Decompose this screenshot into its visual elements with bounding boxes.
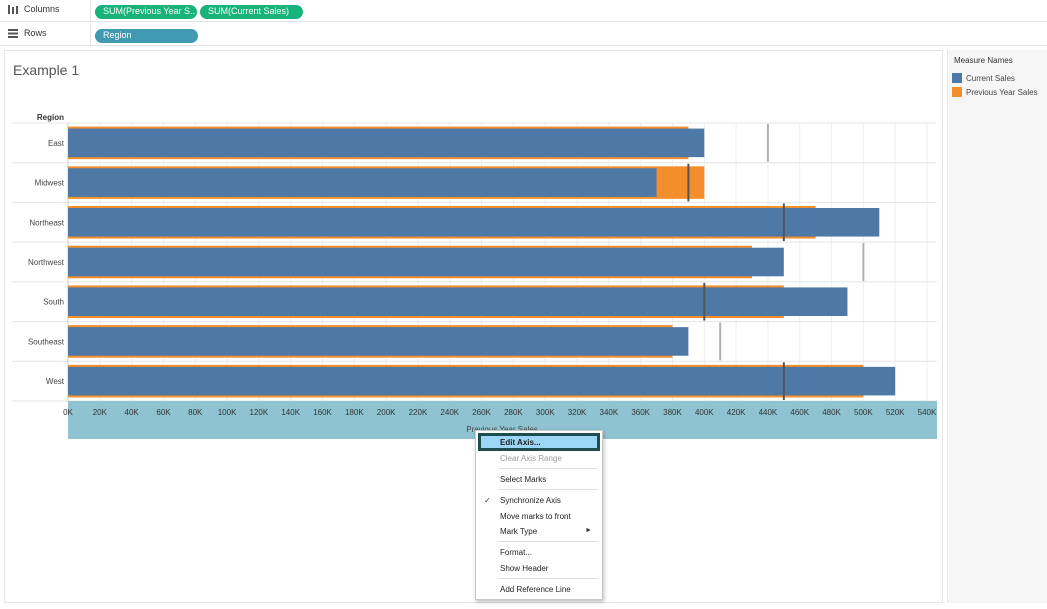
category-label: Midwest [35, 179, 65, 188]
category-label: South [43, 298, 64, 307]
menu-item-synchronize-axis[interactable]: Synchronize Axis [500, 496, 561, 505]
rows-label: Rows [24, 28, 47, 38]
menu-item-format[interactable]: Format... [500, 548, 533, 557]
columns-pill-current-sales[interactable]: SUM(Current Sales) [200, 5, 303, 19]
x-tick-label: 220K [409, 408, 428, 417]
columns-pill-previous-year-sales[interactable]: SUM(Previous Year S.. [95, 5, 197, 19]
menu-item-move-marks-to-front[interactable]: Move marks to front [500, 512, 571, 521]
x-tick-label: 460K [790, 408, 809, 417]
check-icon: ✓ [484, 496, 491, 505]
x-tick-label: 380K [663, 408, 682, 417]
category-label: West [46, 377, 65, 386]
menu-item-mark-type[interactable]: Mark Type [500, 527, 538, 536]
legend-item-current-sales[interactable]: Current Sales [952, 73, 1015, 83]
bar-current-sales[interactable] [68, 207, 880, 237]
columns-label: Columns [24, 4, 60, 14]
x-tick-label: 340K [600, 408, 619, 417]
x-tick-label: 260K [472, 408, 491, 417]
bar-current-sales[interactable] [68, 247, 784, 277]
menu-separator [498, 578, 598, 579]
legend-swatch [952, 87, 962, 97]
category-label: Southeast [28, 337, 65, 346]
menu-separator [498, 468, 598, 469]
columns-icon [8, 4, 18, 14]
shelf-divider [90, 24, 91, 46]
menu-separator [498, 541, 598, 542]
sheet-title: Example 1 [13, 62, 80, 78]
menu-item-add-reference-line[interactable]: Add Reference Line [500, 585, 571, 594]
rows-shelf-label: Rows [8, 28, 47, 38]
legend-label: Previous Year Sales [966, 87, 1038, 97]
x-tick-label: 180K [345, 408, 364, 417]
legend-title: Measure Names [954, 56, 1013, 65]
menu-item-select-marks[interactable]: Select Marks [500, 475, 547, 484]
x-tick-label: 0K [63, 408, 73, 417]
rows-pill-region[interactable]: Region [95, 29, 198, 43]
x-tick-label: 420K [727, 408, 746, 417]
x-tick-label: 20K [93, 408, 108, 417]
chart-bars [68, 124, 896, 400]
columns-shelf: Columns SUM(Previous Year S.. SUM(Curren… [0, 0, 1047, 22]
x-tick-label: 280K [504, 408, 523, 417]
columns-shelf-label: Columns [8, 4, 60, 14]
menu-item-clear-axis-range: Clear Axis Range [500, 454, 562, 463]
category-label: Northwest [28, 258, 65, 267]
submenu-arrow-icon: ► [585, 527, 592, 534]
axis-context-menu: Edit Axis... Clear Axis Range Select Mar… [475, 430, 603, 600]
x-tick-label: 300K [536, 408, 555, 417]
legend-label: Current Sales [966, 73, 1015, 83]
x-tick-label: 200K [377, 408, 396, 417]
x-axis[interactable]: 0K 20K 40K 60K 80K 100K 120K 140K 160K 180K 200K 22… [63, 401, 937, 439]
x-tick-label: 140K [281, 408, 300, 417]
legend: Measure Names Current Sales Previous Yea… [947, 50, 1047, 603]
bar-current-sales[interactable] [68, 327, 689, 356]
region-header: Region [37, 113, 64, 122]
x-tick-label: 440K [759, 408, 778, 417]
x-tick-label: 360K [631, 408, 650, 417]
x-tick-label: 480K [822, 408, 841, 417]
x-tick-label: 240K [440, 408, 459, 417]
y-axis-labels: East Midwest Northeast Northwest South Southe… [28, 139, 65, 386]
bar-current-sales[interactable] [68, 287, 848, 317]
shelf-divider [90, 0, 91, 22]
x-tick-label: 80K [188, 408, 203, 417]
rows-icon [8, 28, 18, 38]
x-tick-label: 520K [886, 408, 905, 417]
x-tick-label: 320K [568, 408, 587, 417]
legend-item-previous-year-sales[interactable]: Previous Year Sales [952, 87, 1038, 97]
x-tick-label: 400K [695, 408, 714, 417]
x-tick-label: 40K [125, 408, 140, 417]
category-label: Northeast [29, 218, 64, 227]
menu-separator [498, 489, 598, 490]
x-tick-label: 100K [218, 408, 237, 417]
bar-current-sales[interactable] [68, 168, 657, 197]
edit-axis-highlight [478, 433, 600, 451]
bar-current-sales[interactable] [68, 366, 896, 396]
x-tick-label: 120K [250, 408, 269, 417]
bar-current-sales[interactable] [68, 128, 705, 158]
legend-swatch [952, 73, 962, 83]
menu-item-show-header[interactable]: Show Header [500, 564, 549, 573]
x-axis-title: Previous Year Sales [466, 425, 538, 434]
category-label: East [48, 139, 65, 148]
rows-shelf: Rows Region [0, 24, 1047, 46]
x-tick-label: 500K [854, 408, 873, 417]
menu-item-edit-axis[interactable]: Edit Axis... [500, 438, 541, 447]
x-tick-label: 60K [156, 408, 171, 417]
x-tick-label: 160K [313, 408, 332, 417]
x-tick-label: 540K [918, 408, 937, 417]
